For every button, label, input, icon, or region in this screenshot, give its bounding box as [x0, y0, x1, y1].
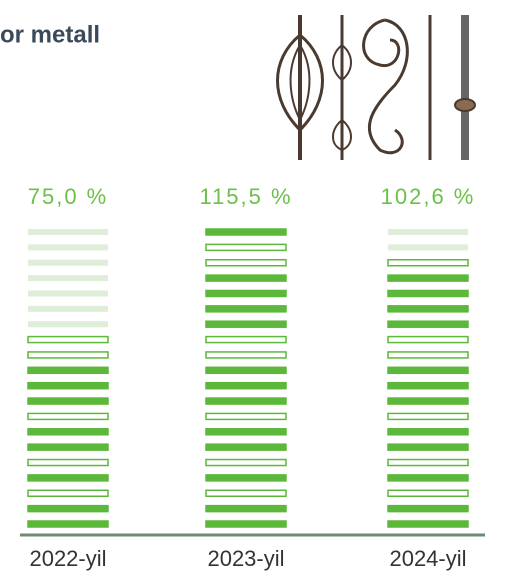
bar-segment — [388, 352, 468, 358]
bar-segment — [206, 413, 286, 419]
bar-segment — [28, 352, 108, 358]
bar-segment — [28, 490, 108, 496]
bar-segment — [206, 367, 286, 373]
bar-segment — [206, 321, 286, 327]
x-tick-label: 2023-yil — [207, 546, 284, 571]
bar-segment — [28, 398, 108, 404]
bar-segment — [206, 260, 286, 266]
bar-segment — [206, 290, 286, 296]
bar-segment — [206, 244, 286, 250]
bar-segment — [206, 521, 286, 527]
bar-segment — [28, 275, 108, 281]
bar-segment — [388, 383, 468, 389]
bar-segment — [388, 229, 468, 235]
bar-segment — [28, 244, 108, 250]
bar-segment — [28, 229, 108, 235]
bar-segment — [28, 444, 108, 450]
bar-segment — [388, 275, 468, 281]
bar — [206, 229, 286, 527]
bar-segment — [388, 321, 468, 327]
bar-segment — [28, 460, 108, 466]
bar-segment — [28, 413, 108, 419]
bar-segment — [388, 521, 468, 527]
bar-segment — [28, 383, 108, 389]
bar-segment — [206, 490, 286, 496]
bar-segment — [206, 429, 286, 435]
value-label: 102,6 % — [381, 184, 476, 209]
bar-segment — [388, 260, 468, 266]
bar-segment — [388, 398, 468, 404]
bar-segment — [206, 383, 286, 389]
bar — [28, 229, 108, 527]
bar-segment — [388, 244, 468, 250]
bar-segment — [388, 506, 468, 512]
bar-segment — [28, 306, 108, 312]
bar-segment — [388, 367, 468, 373]
bar-segment — [206, 460, 286, 466]
bar-segment — [388, 290, 468, 296]
bar-segment — [28, 367, 108, 373]
bar-segment — [388, 444, 468, 450]
bar-segment — [388, 429, 468, 435]
bar-segment — [28, 429, 108, 435]
chart-title: or metall — [0, 21, 100, 48]
chart: or metall 75,0 % 2022-yil 115,5 % 2023-yil 1… — [0, 0, 507, 576]
balusters-image — [278, 15, 476, 160]
x-tick-label: 2022-yil — [29, 546, 106, 571]
bar-segment — [206, 275, 286, 281]
bar-segment — [28, 290, 108, 296]
bar-segment — [28, 475, 108, 481]
bar-segment — [388, 460, 468, 466]
bar-segment — [206, 475, 286, 481]
bar-segment — [388, 306, 468, 312]
bar-segment — [388, 413, 468, 419]
bar-segment — [206, 306, 286, 312]
bar-segment — [388, 337, 468, 343]
bar-segment — [28, 521, 108, 527]
bar-segment — [206, 444, 286, 450]
x-tick-label: 2024-yil — [389, 546, 466, 571]
value-label: 75,0 % — [28, 184, 109, 209]
value-label: 115,5 % — [199, 184, 292, 209]
bar-segment — [206, 352, 286, 358]
bar-segment — [28, 337, 108, 343]
bar-segment — [388, 490, 468, 496]
bar — [388, 229, 468, 527]
bar-segment — [206, 229, 286, 235]
bar-segment — [206, 398, 286, 404]
bar-segment — [206, 506, 286, 512]
bar-segment — [28, 260, 108, 266]
bar-segment — [28, 321, 108, 327]
bar-segment — [206, 337, 286, 343]
bar-segment — [388, 475, 468, 481]
bar-segment — [28, 506, 108, 512]
